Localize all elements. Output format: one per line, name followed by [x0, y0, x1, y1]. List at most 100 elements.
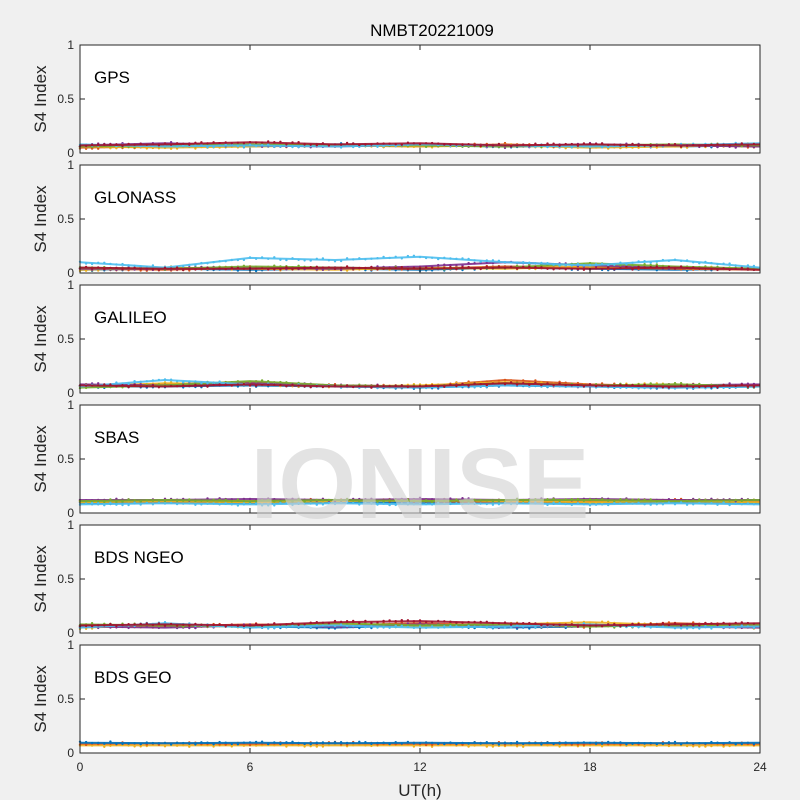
data-point: [710, 497, 713, 500]
data-point: [352, 145, 355, 149]
data-point: [291, 383, 294, 386]
data-point: [564, 623, 567, 626]
data-point: [503, 383, 507, 386]
data-point: [163, 624, 167, 627]
data-point: [582, 624, 586, 627]
data-point: [461, 265, 464, 269]
data-point: [673, 503, 677, 506]
data-point: [182, 268, 185, 272]
data-point: [133, 745, 136, 748]
data-point: [236, 383, 240, 386]
y-axis-title: S4 Index: [31, 185, 50, 253]
data-point: [667, 498, 671, 501]
data-point: [710, 622, 713, 625]
data-point: [303, 143, 306, 146]
data-point: [673, 740, 677, 744]
data-point: [619, 383, 622, 387]
data-point: [163, 502, 167, 505]
data-point: [534, 625, 537, 629]
data-point: [109, 383, 112, 386]
data-point: [467, 742, 470, 745]
data-point: [509, 742, 513, 745]
data-point: [746, 741, 750, 744]
data-point: [218, 740, 221, 744]
data-point: [260, 144, 264, 147]
data-point: [710, 627, 713, 630]
data-point: [333, 625, 337, 628]
data-point: [97, 266, 100, 269]
data-point: [345, 265, 349, 268]
data-point: [655, 623, 658, 626]
data-point: [546, 385, 549, 388]
data-point: [570, 498, 573, 501]
data-point: [649, 503, 652, 506]
data-point: [224, 502, 227, 505]
data-point: [619, 625, 622, 628]
data-point: [430, 625, 434, 628]
data-point: [169, 143, 173, 146]
data-point: [248, 500, 252, 504]
data-point: [443, 143, 446, 146]
data-point: [309, 621, 312, 624]
data-point: [345, 501, 349, 504]
data-point: [540, 381, 543, 384]
data-point: [728, 503, 731, 507]
data-point: [370, 265, 373, 269]
data-point: [649, 498, 652, 501]
data-point: [485, 265, 488, 268]
data-point: [467, 143, 470, 146]
data-point: [582, 743, 586, 746]
data-point: [90, 501, 94, 505]
data-point: [607, 145, 610, 149]
data-point: [497, 384, 501, 387]
data-point: [443, 620, 446, 623]
data-point: [685, 384, 689, 387]
data-point: [194, 147, 197, 150]
data-point: [673, 385, 677, 388]
data-point: [679, 145, 683, 148]
data-point: [467, 384, 470, 387]
data-point: [746, 382, 750, 385]
data-point: [679, 624, 683, 627]
data-point: [412, 503, 416, 506]
data-point: [473, 144, 476, 147]
data-point: [370, 626, 373, 630]
data-point: [728, 741, 731, 744]
data-point: [285, 258, 288, 262]
data-point: [163, 499, 167, 503]
data-point: [254, 740, 258, 744]
panel-sbas: 0 0.5 1 S4 Index SBAS: [31, 398, 761, 520]
data-point: [273, 741, 276, 744]
data-point: [625, 383, 628, 387]
data-point: [291, 268, 294, 271]
data-point: [473, 382, 476, 385]
data-point: [522, 143, 525, 146]
panel-label: BDS NGEO: [94, 548, 184, 567]
data-point: [139, 742, 142, 746]
data-point: [746, 144, 750, 147]
data-point: [309, 386, 312, 389]
data-point: [400, 498, 403, 502]
data-point: [212, 261, 215, 264]
data-point: [194, 622, 197, 626]
data-point: [248, 743, 252, 747]
data-point: [479, 385, 482, 388]
data-point: [418, 625, 422, 628]
data-point: [90, 741, 94, 745]
data-point: [704, 742, 707, 745]
data-point: [576, 625, 580, 628]
data-point: [473, 498, 476, 502]
data-point: [236, 145, 240, 148]
data-point: [552, 142, 555, 145]
data-point: [643, 266, 646, 269]
data-point: [722, 501, 725, 504]
data-point: [582, 622, 586, 625]
data-point: [163, 621, 167, 624]
data-point: [400, 384, 403, 387]
data-point: [200, 267, 203, 270]
data-point: [558, 501, 561, 505]
data-point: [309, 499, 312, 502]
data-point: [734, 621, 737, 625]
data-point: [297, 145, 300, 149]
data-point: [649, 626, 652, 629]
